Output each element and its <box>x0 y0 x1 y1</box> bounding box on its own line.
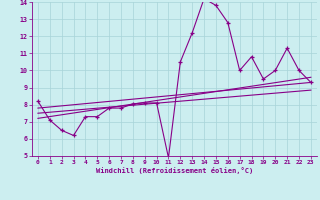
X-axis label: Windchill (Refroidissement éolien,°C): Windchill (Refroidissement éolien,°C) <box>96 167 253 174</box>
